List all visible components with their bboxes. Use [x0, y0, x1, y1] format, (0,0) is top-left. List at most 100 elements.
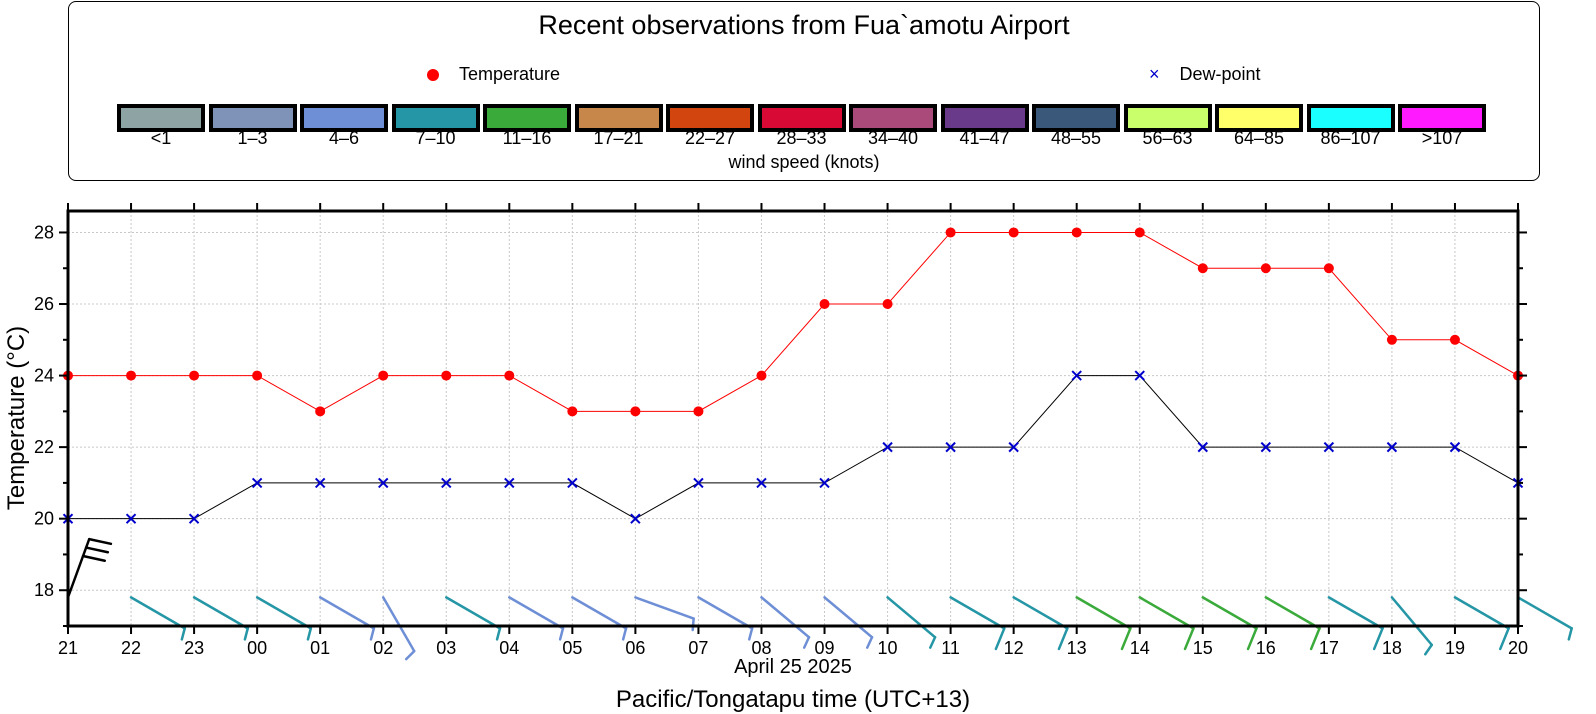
- wind-barb-shaft: [760, 596, 811, 639]
- dewpoint-point-stroke: [1386, 441, 1398, 453]
- wind-barb-feather: [1498, 627, 1510, 651]
- x-tick-label: 11: [941, 638, 960, 658]
- wind-barb-shaft: [1075, 596, 1132, 630]
- x-tick-label: 22: [121, 638, 141, 658]
- wind-barb-feather: [802, 635, 811, 649]
- wind-barb-feather: [747, 627, 754, 641]
- wind-barb-shaft: [129, 596, 186, 630]
- wind-barb-shaft: [571, 596, 628, 630]
- dewpoint-legend-label: Dew-point: [1179, 64, 1261, 84]
- wind-swatch-label-14: >107: [1421, 128, 1463, 148]
- x-tick-label: 17: [1319, 638, 1339, 658]
- gridlines: [68, 211, 1518, 626]
- y-tick-label: 22: [34, 437, 54, 457]
- wind-barb-feather: [994, 627, 1006, 651]
- temperature-point: [315, 406, 326, 417]
- wind-barb-feather: [180, 627, 186, 641]
- wind-swatch-label-6: 22–27: [684, 128, 736, 148]
- temperature-point: [1449, 334, 1460, 345]
- y-tick-label: 20: [34, 509, 54, 529]
- x-tick-label: 18: [1382, 638, 1402, 658]
- x-tick-label: 06: [625, 638, 645, 658]
- wind-barb-feather: [1183, 627, 1195, 651]
- wind-barb-shaft: [634, 596, 695, 620]
- wind-swatch-label-13: 86–107: [1320, 128, 1381, 148]
- dewpoint-point: [125, 513, 137, 524]
- date-label: April 25 2025: [734, 656, 852, 678]
- wind-barb-shaft: [1516, 596, 1573, 630]
- axes: 21 22 23 00 01 02 03 04 05 06 07 08 09 10 11 12 13 14 15 16…: [34, 203, 1528, 658]
- legend-dewpoint: × Dew-point: [1149, 64, 1261, 85]
- wind-barb: [760, 596, 811, 649]
- x-tick-label: 19: [1445, 638, 1465, 658]
- wind-barb: [66, 537, 113, 599]
- wind-barb-feather: [84, 546, 110, 554]
- wind-barb-feather: [1120, 627, 1132, 651]
- wind-barb-shaft: [823, 596, 874, 639]
- x-tick-label: 02: [373, 638, 393, 658]
- dewpoint-point: [630, 513, 641, 524]
- dewpoint-point: [251, 477, 263, 489]
- temperature-point: [1323, 263, 1334, 274]
- dewpoint-point-stroke: [756, 477, 767, 489]
- wind-barb-feather: [1246, 627, 1258, 651]
- wind-barb-shaft: [66, 537, 91, 599]
- y-tick-label: 28: [34, 222, 54, 242]
- plot-frame: [66, 209, 1520, 628]
- wind-barb-feather: [1309, 627, 1321, 651]
- wind-barb-feather: [243, 627, 250, 641]
- legend-temperature: Temperature: [427, 64, 560, 85]
- dewpoint-legend-marker: ×: [1149, 64, 1160, 84]
- y-tick-label: 24: [34, 366, 54, 386]
- wind-swatch-3: [391, 104, 480, 132]
- wind-barb-feather: [865, 635, 874, 649]
- temperature-point: [945, 227, 956, 238]
- temperature-point: [1134, 227, 1145, 238]
- temperature-point: [567, 406, 578, 417]
- wind-barbs: [66, 537, 1573, 661]
- wind-speed-caption: wind speed (knots): [728, 152, 880, 172]
- wind-barb-shaft: [1264, 596, 1321, 630]
- wind-swatch-9: [940, 104, 1029, 132]
- temperature-point: [882, 299, 893, 310]
- wind-barb: [1075, 596, 1132, 651]
- wind-swatch-label-4: 11–16: [502, 128, 552, 148]
- dewpoint-point-stroke: [819, 477, 830, 489]
- wind-swatch-6: [666, 104, 754, 132]
- temperature-point: [378, 370, 389, 381]
- wind-barb-feather: [1372, 627, 1384, 651]
- dewpoint-point: [1197, 441, 1208, 453]
- dewpoint-point: [1071, 370, 1082, 381]
- chart-title: Recent observations from Fua`amotu Airpo…: [538, 10, 1070, 40]
- wind-barb-shaft: [445, 596, 502, 630]
- x-tick-label: 15: [1193, 638, 1213, 658]
- dewpoint-point: [504, 477, 515, 489]
- wind-barb: [1012, 596, 1069, 651]
- dewpoint-point-stroke: [567, 477, 578, 489]
- wind-barb-shaft: [381, 596, 416, 653]
- wind-swatch-label-1: 1–3: [237, 128, 268, 148]
- dewpoint-point: [882, 441, 893, 453]
- wind-swatch-label-9: 41–47: [959, 128, 1010, 148]
- temperature-point: [1197, 263, 1208, 274]
- x-tick-label: 00: [247, 638, 267, 658]
- x-tick-label: 07: [688, 638, 708, 658]
- wind-barb: [1390, 596, 1434, 656]
- wind-barb-shaft: [192, 596, 250, 630]
- x-tick-label: 05: [562, 638, 582, 658]
- wind-barb: [381, 596, 416, 661]
- wind-swatch-label-7: 28–33: [776, 128, 827, 148]
- dewpoint-point: [378, 477, 389, 489]
- wind-barb-feather: [306, 627, 313, 641]
- dewpoint-point-stroke: [1197, 441, 1208, 453]
- wind-barb: [255, 596, 313, 641]
- wind-barb-feather: [621, 627, 628, 641]
- dewpoint-point-stroke: [251, 477, 263, 489]
- x-tick-label: 10: [878, 638, 898, 658]
- temperature-point: [756, 370, 767, 381]
- wind-swatch-label-2: 4–6: [328, 128, 360, 148]
- dewpoint-point: [1260, 441, 1272, 453]
- wind-barb: [129, 596, 186, 641]
- dewpoint-point-stroke: [378, 477, 389, 489]
- temperature-point: [1386, 334, 1397, 345]
